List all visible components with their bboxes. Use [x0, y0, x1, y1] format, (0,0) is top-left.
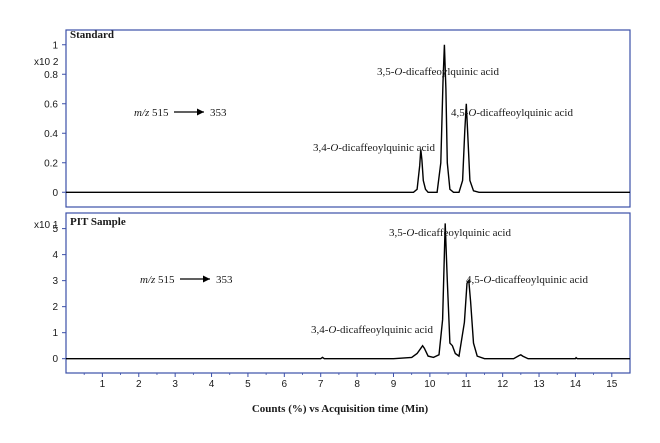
peak-label: 3,5-O-dicaffeoylquinic acid: [377, 66, 499, 78]
x-tick-label: 2: [136, 379, 142, 390]
y-tick-label: 0.2: [44, 158, 58, 169]
x-tick-label: 9: [391, 379, 397, 390]
x-tick-label: 5: [245, 379, 251, 390]
peak-label: 4,5-O-dicaffeoylquinic acid: [466, 274, 588, 286]
arrow-head-icon: [197, 108, 204, 116]
transition-precursor: m/z 515: [140, 274, 175, 286]
y-tick-label: 2: [52, 302, 58, 313]
y-axis: 0 1 2 3 4 5: [52, 224, 66, 365]
y-tick-label: 1: [52, 328, 58, 339]
y-tick-label: 4: [52, 250, 58, 261]
trace-line: [66, 223, 630, 360]
panel-pit-sample: PIT Sample x10 1 0 1 2 3 4 5 m/z 515 353 3,4-O…: [34, 212, 631, 374]
x-tick-label: 12: [497, 379, 509, 390]
y-tick-label: 5: [52, 224, 58, 235]
y-scale-label: x10 2: [34, 57, 59, 68]
transition-product: 353: [210, 107, 227, 119]
y-tick-label: 0.4: [44, 129, 58, 140]
peak-label: 3,5-O-dicaffeoylquinic acid: [389, 227, 511, 239]
panel-frame: [65, 212, 631, 374]
x-tick-label: 13: [533, 379, 545, 390]
y-tick-label: 0: [52, 188, 58, 199]
transition-label: m/z 515 353: [134, 107, 227, 119]
peak-annotations: 3,4-O-dicaffeoylquinic acid 3,5-O-dicaffe…: [313, 66, 573, 154]
x-tick-label: 1: [100, 379, 106, 390]
y-axis: 0 0.2 0.4 0.6 0.8 1: [44, 40, 66, 199]
x-tick-label: 6: [282, 379, 288, 390]
transition-precursor: m/z 515: [134, 107, 169, 119]
y-tick-label: 3: [52, 276, 58, 287]
peak-label: 3,4-O-dicaffeoylquinic acid: [311, 324, 433, 336]
arrow-head-icon: [203, 275, 210, 283]
transition-product: 353: [216, 274, 233, 286]
x-tick-label: 14: [570, 379, 582, 390]
panel-frame: [65, 29, 631, 208]
x-tick-label: 10: [424, 379, 436, 390]
x-tick-label: 4: [209, 379, 215, 390]
x-tick-label: 15: [606, 379, 618, 390]
peak-annotations: 3,4-O-dicaffeoylquinic acid 3,5-O-dicaffe…: [311, 227, 588, 336]
y-tick-label: 0.8: [44, 70, 58, 81]
peak-label: 3,4-O-dicaffeoylquinic acid: [313, 142, 435, 154]
panel-title: Standard: [70, 29, 114, 41]
x-tick-label: 7: [318, 379, 324, 390]
panel-title: PIT Sample: [70, 216, 126, 228]
x-tick-label: 3: [172, 379, 178, 390]
y-tick-label: 1: [52, 40, 58, 51]
x-axis: 1 2 3 4 5 6 7 8 9 10 11 12 13 14 15: [83, 373, 618, 390]
y-tick-label: 0.6: [44, 99, 58, 110]
y-tick-label: 0: [52, 354, 58, 365]
x-tick-label: 8: [354, 379, 360, 390]
x-tick-label: 11: [461, 379, 472, 390]
panel-standard: Standard x10 2 0 0.2 0.4 0.6 0.8 1 m/z 515 353…: [34, 29, 631, 208]
x-axis-label: Counts (%) vs Acquisition time (Min): [252, 403, 429, 415]
peak-label: 4,5-O-dicaffeoylquinic acid: [451, 107, 573, 119]
trace-line: [66, 44, 630, 193]
y-scale-label: x10 1: [34, 220, 59, 231]
transition-label: m/z 515 353: [140, 274, 233, 286]
